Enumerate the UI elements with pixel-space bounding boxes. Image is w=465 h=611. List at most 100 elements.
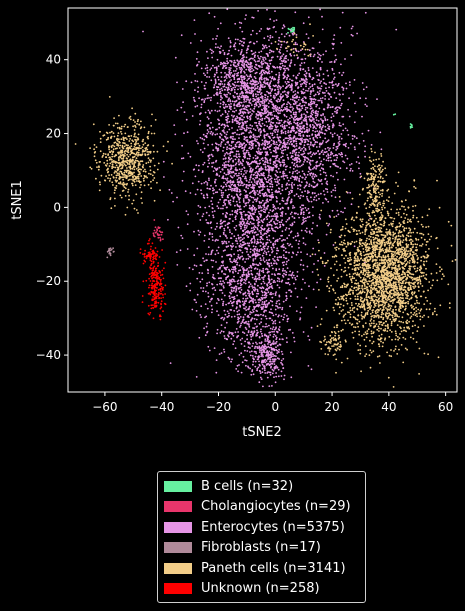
scatter-point: [254, 248, 256, 251]
scatter-point: [223, 294, 226, 297]
scatter-point: [337, 213, 340, 216]
scatter-point: [282, 165, 285, 167]
scatter-point: [269, 159, 272, 162]
scatter-point: [290, 83, 293, 86]
scatter-point: [231, 132, 234, 135]
scatter-point: [335, 97, 338, 99]
scatter-point: [308, 211, 311, 214]
scatter-point: [292, 96, 294, 99]
scatter-point: [274, 322, 277, 325]
scatter-point: [276, 165, 278, 168]
scatter-point: [192, 96, 195, 99]
scatter-point: [266, 81, 269, 84]
scatter-point: [313, 121, 315, 123]
scatter-point: [248, 286, 250, 289]
scatter-point: [317, 93, 320, 96]
scatter-point: [245, 74, 248, 76]
scatter-point: [275, 252, 278, 255]
scatter-point: [321, 61, 323, 63]
scatter-point: [290, 28, 293, 30]
scatter-point: [269, 36, 272, 39]
scatter-point: [307, 90, 309, 92]
scatter-point: [219, 235, 222, 238]
scatter-point: [160, 231, 162, 234]
scatter-point: [223, 335, 226, 337]
scatter-point: [314, 173, 317, 176]
scatter-point: [247, 88, 250, 90]
scatter-point: [268, 239, 271, 242]
scatter-point: [248, 232, 251, 235]
scatter-point: [243, 41, 245, 44]
scatter-point: [313, 196, 316, 199]
scatter-point: [246, 242, 249, 245]
scatter-point: [266, 236, 268, 239]
scatter-point: [152, 232, 155, 235]
scatter-point: [249, 333, 252, 336]
scatter-point: [306, 81, 308, 84]
scatter-point: [317, 60, 319, 63]
scatter-point: [331, 152, 334, 155]
scatter-point: [207, 165, 209, 168]
scatter-point: [231, 296, 234, 299]
scatter-point: [205, 81, 207, 84]
scatter-point: [327, 224, 330, 227]
scatter-point: [279, 87, 282, 90]
scatter-point: [340, 133, 343, 135]
scatter-point: [254, 257, 257, 260]
scatter-point: [179, 249, 182, 252]
scatter-point: [295, 77, 298, 80]
scatter-point: [280, 333, 283, 335]
scatter-point: [299, 149, 302, 152]
scatter-point: [246, 220, 249, 223]
scatter-point: [287, 137, 289, 140]
scatter-point: [254, 239, 256, 241]
scatter-point: [267, 142, 270, 145]
scatter-point: [276, 106, 279, 108]
scatter-point: [267, 102, 270, 105]
scatter-point: [291, 187, 293, 189]
scatter-point: [266, 195, 269, 197]
scatter-point: [313, 139, 316, 142]
scatter-point: [323, 108, 326, 110]
scatter-point: [274, 92, 277, 95]
scatter-point: [263, 351, 266, 354]
scatter-point: [280, 43, 283, 46]
scatter-point: [248, 147, 251, 150]
scatter-point: [239, 269, 242, 272]
scatter-point: [237, 80, 240, 83]
scatter-point: [280, 93, 282, 96]
scatter-point: [297, 187, 299, 190]
scatter-point: [232, 334, 235, 337]
scatter-point: [281, 234, 283, 237]
scatter-point: [305, 89, 307, 92]
scatter-point: [203, 161, 206, 164]
scatter-point: [254, 275, 257, 278]
scatter-point: [202, 72, 205, 75]
scatter-point: [255, 249, 258, 252]
scatter-point: [241, 49, 243, 51]
scatter-point: [260, 352, 263, 355]
scatter-point: [305, 119, 307, 122]
scatter-point: [302, 242, 305, 245]
scatter-point: [232, 95, 235, 97]
scatter-point: [245, 258, 248, 260]
scatter-point: [289, 138, 291, 141]
scatter-point: [290, 61, 293, 63]
scatter-point: [192, 268, 194, 271]
scatter-point: [273, 367, 276, 370]
scatter-point: [237, 195, 239, 198]
scatter-point: [229, 151, 232, 153]
scatter-point: [232, 271, 235, 274]
scatter-point: [223, 83, 226, 86]
scatter-point: [241, 68, 244, 70]
scatter-point: [328, 125, 331, 128]
scatter-point: [223, 172, 226, 175]
scatter-point: [296, 81, 299, 84]
scatter-point: [265, 207, 268, 210]
scatter-point: [350, 203, 353, 206]
scatter-point: [241, 111, 244, 114]
scatter-point: [159, 238, 162, 241]
scatter-point: [252, 97, 255, 100]
scatter-point: [260, 355, 262, 358]
scatter-point: [224, 202, 227, 205]
